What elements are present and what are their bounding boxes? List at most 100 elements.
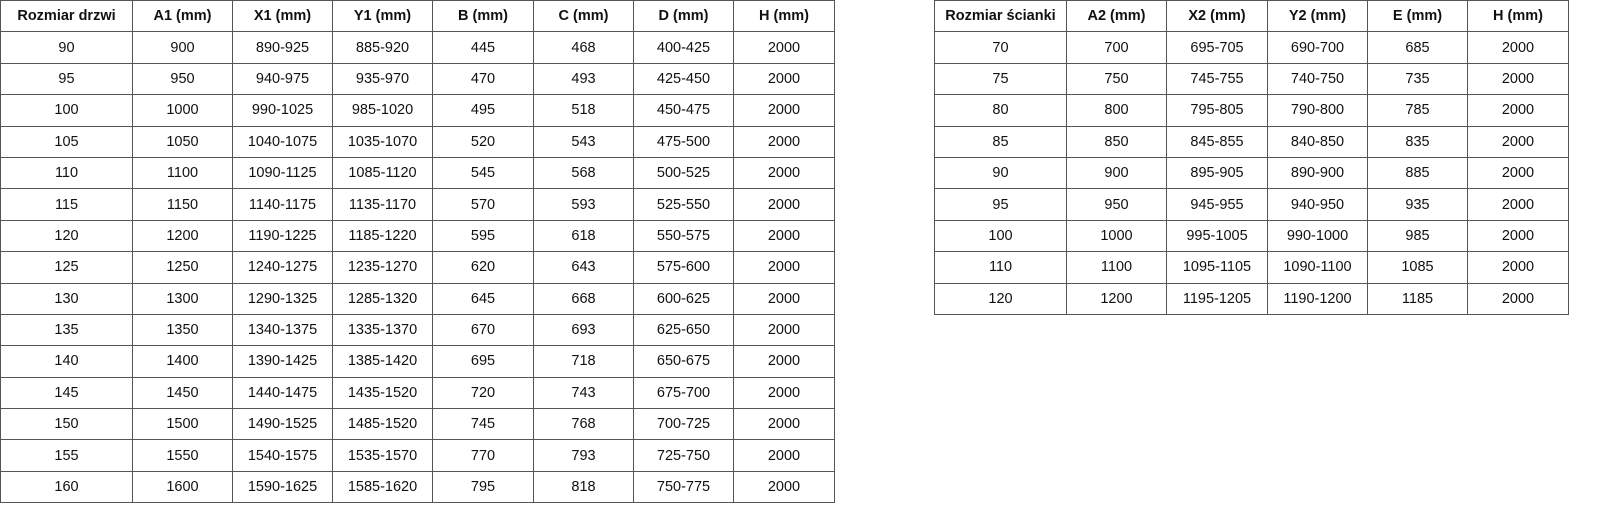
table-cell: 1150: [132, 188, 233, 221]
table-cell: 75: [934, 62, 1067, 96]
table-cell: 105: [0, 125, 133, 158]
table-row: 130 1300 1290-1325 1285-1320 645 668 600-625 20…: [0, 282, 835, 315]
table-cell: 2000: [733, 439, 835, 472]
table-cell: 735: [1367, 62, 1468, 96]
table-cell: 895-905: [1166, 156, 1268, 190]
table-cell: 495: [432, 94, 534, 127]
table-row: 95 950 945-955 940-950 935 2000: [934, 188, 1569, 221]
table-row: 90 900 895-905 890-900 885 2000: [934, 156, 1569, 190]
table-cell: 595: [432, 219, 534, 253]
table-row: 155 1550 1540-1575 1535-1570 770 793 725-750 20…: [0, 439, 835, 472]
column-header: D (mm): [633, 0, 734, 33]
table-cell: 1535-1570: [332, 439, 433, 472]
table-cell: 985: [1367, 219, 1468, 253]
table-cell: 160: [0, 470, 133, 504]
table-cell: 2000: [733, 94, 835, 127]
table-cell: 643: [533, 251, 634, 284]
table-cell: 745: [432, 408, 534, 441]
table-cell: 1090-1125: [232, 156, 333, 190]
table-cell: 885: [1367, 156, 1468, 190]
table-cell: 85: [934, 125, 1067, 158]
table-cell: 693: [533, 313, 634, 347]
table-cell: 1335-1370: [332, 313, 433, 347]
table-cell: 625-650: [633, 313, 734, 347]
table-cell: 840-850: [1267, 125, 1368, 158]
table-row: 85 850 845-855 840-850 835 2000: [934, 125, 1569, 158]
table-cell: 1385-1420: [332, 345, 433, 378]
table-cell: 70: [934, 31, 1067, 64]
table-cell: 2000: [1467, 251, 1569, 284]
table-cell: 110: [0, 156, 133, 190]
table-row: 80 800 795-805 790-800 785 2000: [934, 94, 1569, 127]
column-header: A2 (mm): [1066, 0, 1167, 33]
table-cell: 1185: [1367, 282, 1468, 315]
table-cell: 1490-1525: [232, 408, 333, 441]
table-cell: 620: [432, 251, 534, 284]
table-cell: 2000: [1467, 94, 1569, 127]
table-cell: 2000: [733, 251, 835, 284]
table-cell: 120: [0, 219, 133, 253]
table-row: 160 1600 1590-1625 1585-1620 795 818 750-775 20…: [0, 470, 835, 504]
door-size-table: Rozmiar drzwi A1 (mm) X1 (mm) Y1 (mm) B (mm)…: [0, 0, 835, 504]
table-cell: 850: [1066, 125, 1167, 158]
table-cell: 450-475: [633, 94, 734, 127]
table-cell: 150: [0, 408, 133, 441]
table-cell: 940-975: [232, 62, 333, 96]
table-cell: 745-755: [1166, 62, 1268, 96]
table-cell: 1200: [132, 219, 233, 253]
table-cell: 470: [432, 62, 534, 96]
column-header: B (mm): [432, 0, 534, 33]
table-cell: 145: [0, 376, 133, 410]
table-cell: 100: [0, 94, 133, 127]
table-cell: 670: [432, 313, 534, 347]
table-cell: 1435-1520: [332, 376, 433, 410]
table-cell: 793: [533, 439, 634, 472]
table-cell: 140: [0, 345, 133, 378]
table-cell: 2000: [1467, 125, 1569, 158]
table-cell: 1195-1205: [1166, 282, 1268, 315]
table-cell: 935-970: [332, 62, 433, 96]
table-cell: 818: [533, 470, 634, 504]
table-cell: 790-800: [1267, 94, 1368, 127]
table-cell: 770: [432, 439, 534, 472]
table-cell: 700-725: [633, 408, 734, 441]
table-cell: 1500: [132, 408, 233, 441]
table-cell: 795-805: [1166, 94, 1268, 127]
table-cell: 155: [0, 439, 133, 472]
table-cell: 425-450: [633, 62, 734, 96]
table-cell: 575-600: [633, 251, 734, 284]
column-header: X1 (mm): [232, 0, 333, 33]
table-cell: 845-855: [1166, 125, 1268, 158]
table-cell: 645: [432, 282, 534, 315]
table-row: 150 1500 1490-1525 1485-1520 745 768 700-725 20…: [0, 408, 835, 441]
table-cell: 475-500: [633, 125, 734, 158]
table-cell: 1100: [1066, 251, 1167, 284]
table-cell: 135: [0, 313, 133, 347]
table-row: 110 1100 1090-1125 1085-1120 545 568 500-525 20…: [0, 156, 835, 190]
table-cell: 1000: [132, 94, 233, 127]
table-cell: 100: [934, 219, 1067, 253]
table-row: 135 1350 1340-1375 1335-1370 670 693 625-650 20…: [0, 313, 835, 347]
table-cell: 2000: [733, 345, 835, 378]
header-row: Rozmiar drzwi A1 (mm) X1 (mm) Y1 (mm) B (mm)…: [0, 0, 835, 33]
table-cell: 985-1020: [332, 94, 433, 127]
table-row: 100 1000 995-1005 990-1000 985 2000: [934, 219, 1569, 253]
table-cell: 95: [0, 62, 133, 96]
table-cell: 2000: [733, 408, 835, 441]
table-cell: 130: [0, 282, 133, 315]
table-cell: 1540-1575: [232, 439, 333, 472]
table-cell: 740-750: [1267, 62, 1368, 96]
table-cell: 990-1025: [232, 94, 333, 127]
table-row: 115 1150 1140-1175 1135-1170 570 593 525-550 20…: [0, 188, 835, 221]
table-cell: 445: [432, 31, 534, 64]
table-cell: 1485-1520: [332, 408, 433, 441]
table-cell: 2000: [1467, 31, 1569, 64]
table-cell: 1300: [132, 282, 233, 315]
table-cell: 1100: [132, 156, 233, 190]
table-cell: 90: [934, 156, 1067, 190]
table-cell: 685: [1367, 31, 1468, 64]
table-cell: 800: [1066, 94, 1167, 127]
table-cell: 890-925: [232, 31, 333, 64]
table-cell: 885-920: [332, 31, 433, 64]
table-cell: 1085-1120: [332, 156, 433, 190]
